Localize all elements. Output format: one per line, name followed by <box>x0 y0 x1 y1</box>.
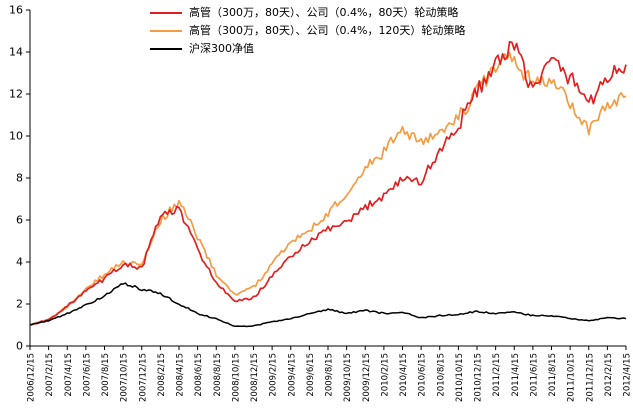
chart-legend: 高管（300万，80天）、公司（0.4%，80天）轮动策略 高管（300万，80… <box>150 4 465 58</box>
svg-text:2009/6/15: 2009/6/15 <box>306 353 316 397</box>
svg-text:2009/12/15: 2009/12/15 <box>362 353 372 402</box>
svg-text:2011/2/15: 2011/2/15 <box>492 353 502 397</box>
legend-label-strategy-120d: 高管（300万，80天）、公司（0.4%，120天）轮动策略 <box>189 24 466 37</box>
svg-text:2010/12/15: 2010/12/15 <box>474 353 484 402</box>
svg-text:2009/2/15: 2009/2/15 <box>269 353 279 397</box>
svg-text:10: 10 <box>9 130 23 143</box>
legend-item-hs300: 沪深300净值 <box>150 40 465 58</box>
svg-text:2011/4/15: 2011/4/15 <box>511 353 521 397</box>
svg-text:2009/8/15: 2009/8/15 <box>325 353 335 397</box>
svg-text:16: 16 <box>9 4 23 17</box>
svg-text:2011/8/15: 2011/8/15 <box>548 353 558 397</box>
svg-text:2010/4/15: 2010/4/15 <box>399 353 409 397</box>
svg-text:2007/2/15: 2007/2/15 <box>45 353 55 397</box>
svg-text:2007/8/15: 2007/8/15 <box>101 353 111 397</box>
svg-text:2007/6/15: 2007/6/15 <box>82 353 92 397</box>
legend-item-strategy-80d: 高管（300万，80天）、公司（0.4%，80天）轮动策略 <box>150 4 465 22</box>
svg-text:2009/4/15: 2009/4/15 <box>287 353 297 397</box>
legend-line-swatch-black <box>150 48 182 50</box>
svg-text:2009/10/15: 2009/10/15 <box>343 353 353 402</box>
svg-text:2010/10/15: 2010/10/15 <box>455 353 465 402</box>
svg-text:2010/6/15: 2010/6/15 <box>418 353 428 397</box>
svg-text:2006/12/15: 2006/12/15 <box>27 353 37 402</box>
svg-text:2011/10/15: 2011/10/15 <box>567 353 577 402</box>
svg-text:12: 12 <box>9 88 23 101</box>
legend-label-strategy-80d: 高管（300万，80天）、公司（0.4%，80天）轮动策略 <box>189 6 459 19</box>
svg-text:2007/10/15: 2007/10/15 <box>120 353 130 402</box>
svg-text:2011/6/15: 2011/6/15 <box>529 353 539 397</box>
svg-text:2008/2/15: 2008/2/15 <box>157 353 167 397</box>
svg-text:2012/4/15: 2012/4/15 <box>623 353 633 397</box>
legend-label-hs300: 沪深300净值 <box>189 42 254 55</box>
svg-text:2012/2/15: 2012/2/15 <box>604 353 614 397</box>
svg-text:2008/8/15: 2008/8/15 <box>213 353 223 397</box>
svg-text:0: 0 <box>16 340 23 353</box>
svg-text:2: 2 <box>16 298 23 311</box>
svg-text:2008/6/15: 2008/6/15 <box>194 353 204 397</box>
legend-item-strategy-120d: 高管（300万，80天）、公司（0.4%，120天）轮动策略 <box>150 22 465 40</box>
svg-text:4: 4 <box>16 256 23 269</box>
svg-text:14: 14 <box>9 46 23 59</box>
svg-text:2008/4/15: 2008/4/15 <box>176 353 186 397</box>
svg-text:2007/12/15: 2007/12/15 <box>138 353 148 402</box>
svg-text:6: 6 <box>16 214 23 227</box>
svg-text:2010/2/15: 2010/2/15 <box>380 353 390 397</box>
svg-text:2008/12/15: 2008/12/15 <box>250 353 260 402</box>
svg-text:2011/12/15: 2011/12/15 <box>585 353 595 402</box>
svg-text:2007/4/15: 2007/4/15 <box>64 353 74 397</box>
legend-line-swatch-orange <box>150 30 182 32</box>
svg-text:8: 8 <box>16 172 23 185</box>
svg-text:2008/10/15: 2008/10/15 <box>231 353 241 402</box>
legend-line-swatch-red <box>150 12 182 14</box>
svg-text:2010/8/15: 2010/8/15 <box>436 353 446 397</box>
